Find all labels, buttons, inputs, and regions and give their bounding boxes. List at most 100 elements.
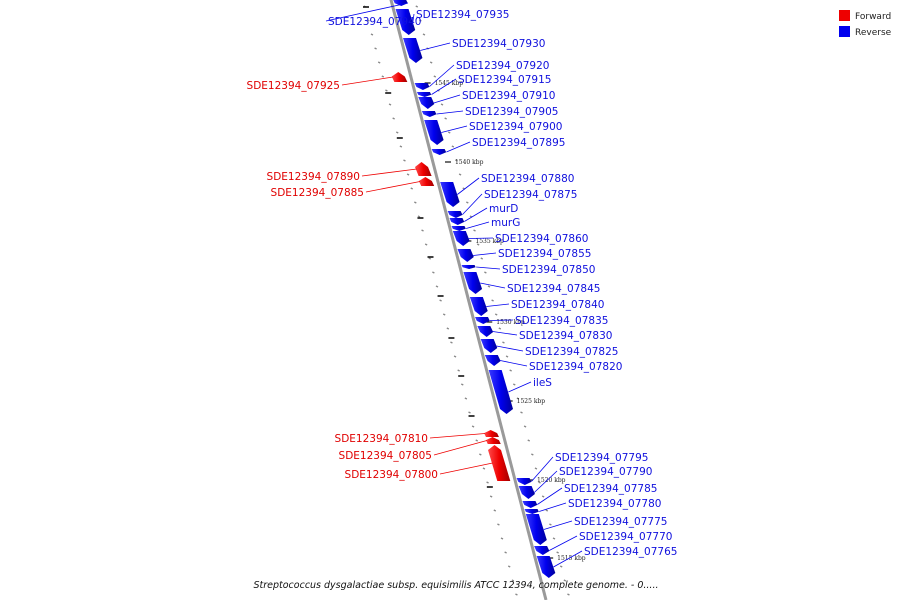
gene-feature[interactable] bbox=[488, 445, 511, 481]
track-dot bbox=[451, 145, 455, 148]
gene-feature[interactable] bbox=[440, 182, 460, 207]
gene-feature[interactable] bbox=[391, 72, 408, 82]
leader-line bbox=[539, 502, 567, 512]
gene-label[interactable]: SDE12394_07850 bbox=[502, 264, 595, 276]
gene-feature[interactable] bbox=[457, 249, 474, 262]
gene-feature[interactable] bbox=[416, 92, 432, 97]
gene-feature[interactable] bbox=[534, 546, 550, 555]
gene-label[interactable]: SDE12394_07895 bbox=[472, 137, 565, 149]
gene-label[interactable]: SDE12394_07845 bbox=[507, 283, 600, 295]
gene-feature[interactable] bbox=[536, 556, 556, 578]
leader-line bbox=[457, 177, 480, 195]
gene-label[interactable]: SDE12394_07885 bbox=[271, 187, 364, 199]
gene-label[interactable]: SDE12394_07785 bbox=[564, 483, 657, 495]
gene-feature[interactable] bbox=[449, 218, 465, 225]
gene-label[interactable]: SDE12394_07835 bbox=[515, 315, 608, 327]
leader-line bbox=[553, 550, 583, 568]
gene-label[interactable]: SDE12394_07935 bbox=[416, 9, 509, 21]
gene-feature[interactable] bbox=[518, 486, 535, 499]
gene-label[interactable]: SDE12394_07925 bbox=[247, 80, 340, 92]
track-dot bbox=[541, 495, 545, 498]
gene-feature[interactable] bbox=[418, 97, 435, 109]
track-dot bbox=[421, 229, 424, 232]
track-dot bbox=[468, 411, 471, 414]
gene-label[interactable]: SDE12394_07810 bbox=[335, 433, 428, 445]
leader-line bbox=[549, 535, 578, 551]
gene-feature[interactable] bbox=[474, 317, 490, 324]
track-dot bbox=[559, 565, 563, 568]
track-dot bbox=[479, 453, 482, 456]
gene-feature[interactable] bbox=[421, 111, 437, 117]
gene-feature[interactable] bbox=[522, 501, 538, 508]
track-dot bbox=[399, 145, 403, 148]
gene-feature[interactable] bbox=[395, 9, 416, 35]
gene-feature[interactable] bbox=[525, 514, 547, 545]
leader-line bbox=[433, 94, 461, 104]
gene-feature[interactable] bbox=[414, 162, 432, 176]
gene-label[interactable]: SDE12394_07855 bbox=[498, 248, 591, 260]
track-dot bbox=[515, 593, 518, 596]
track-dot bbox=[509, 369, 512, 372]
gene-label[interactable]: SDE12394_07780 bbox=[568, 498, 661, 510]
gene-feature[interactable] bbox=[484, 355, 501, 366]
gene-feature[interactable] bbox=[452, 231, 470, 246]
gene-feature[interactable] bbox=[424, 120, 444, 145]
gene-feature[interactable] bbox=[418, 177, 435, 186]
label-leaders bbox=[325, 2, 583, 568]
gene-label[interactable]: SDE12394_07930 bbox=[452, 38, 545, 50]
track-dot bbox=[415, 5, 419, 8]
tick-label: 1530 kbp bbox=[496, 319, 525, 326]
gene-label[interactable]: SDE12394_07910 bbox=[462, 90, 555, 102]
gene-label[interactable]: SDE12394_07830 bbox=[519, 330, 612, 342]
gene-label[interactable]: murG bbox=[491, 217, 520, 229]
gene-label[interactable]: SDE12394_07820 bbox=[529, 361, 622, 373]
gene-label[interactable]: SDE12394_07940 bbox=[328, 16, 421, 28]
gene-label[interactable]: SDE12394_07790 bbox=[559, 466, 652, 478]
gene-label[interactable]: ileS bbox=[533, 377, 552, 389]
gene-label[interactable]: SDE12394_07860 bbox=[495, 233, 588, 245]
track-dot bbox=[455, 159, 458, 162]
gene-label[interactable]: SDE12394_07915 bbox=[458, 74, 551, 86]
gene-feature[interactable] bbox=[516, 478, 532, 485]
gene-feature[interactable] bbox=[477, 326, 494, 337]
gene-label[interactable]: SDE12394_07875 bbox=[484, 189, 577, 201]
gene-label[interactable]: SDE12394_07840 bbox=[511, 299, 604, 311]
gene-label[interactable]: SDE12394_07905 bbox=[465, 106, 558, 118]
gene-feature[interactable] bbox=[524, 509, 539, 514]
gene-label[interactable]: SDE12394_07825 bbox=[525, 346, 618, 358]
track-dot bbox=[531, 453, 534, 456]
gene-feature[interactable] bbox=[469, 297, 488, 316]
gene-feature[interactable] bbox=[414, 83, 430, 90]
gene-feature[interactable] bbox=[403, 38, 423, 63]
track-dot bbox=[435, 285, 439, 288]
gene-feature[interactable] bbox=[451, 226, 466, 231]
gene-feature[interactable] bbox=[447, 211, 463, 218]
gene-label[interactable]: SDE12394_07770 bbox=[579, 531, 672, 543]
track-dot bbox=[516, 397, 520, 400]
gene-label[interactable]: SDE12394_07890 bbox=[267, 171, 360, 183]
track-dot bbox=[432, 271, 435, 274]
gene-feature[interactable] bbox=[480, 339, 498, 353]
gene-label[interactable]: SDE12394_07795 bbox=[555, 452, 648, 464]
gene-feature[interactable] bbox=[393, 0, 408, 6]
gene-label[interactable]: SDE12394_07900 bbox=[469, 121, 562, 133]
leader-line bbox=[492, 331, 518, 336]
leader-line bbox=[439, 462, 493, 475]
gene-feature[interactable] bbox=[463, 272, 483, 294]
gene-feature[interactable] bbox=[488, 370, 514, 414]
gene-label[interactable]: SDE12394_07805 bbox=[339, 450, 432, 462]
gene-feature[interactable] bbox=[485, 437, 501, 444]
gene-label[interactable]: SDE12394_07765 bbox=[584, 546, 677, 558]
gene-feature[interactable] bbox=[431, 149, 447, 155]
gene-label[interactable]: murD bbox=[489, 203, 518, 215]
track-dot bbox=[497, 523, 500, 526]
gene-feature[interactable] bbox=[484, 430, 499, 437]
gene-label[interactable]: SDE12394_07775 bbox=[574, 516, 667, 528]
gene-label[interactable]: SDE12394_07880 bbox=[481, 173, 574, 185]
gene-label[interactable]: SDE12394_07920 bbox=[456, 60, 549, 72]
track-dot bbox=[475, 439, 479, 442]
leader-line bbox=[480, 282, 506, 289]
gene-label[interactable]: SDE12394_07800 bbox=[345, 469, 438, 481]
gene-feature[interactable] bbox=[461, 265, 476, 269]
